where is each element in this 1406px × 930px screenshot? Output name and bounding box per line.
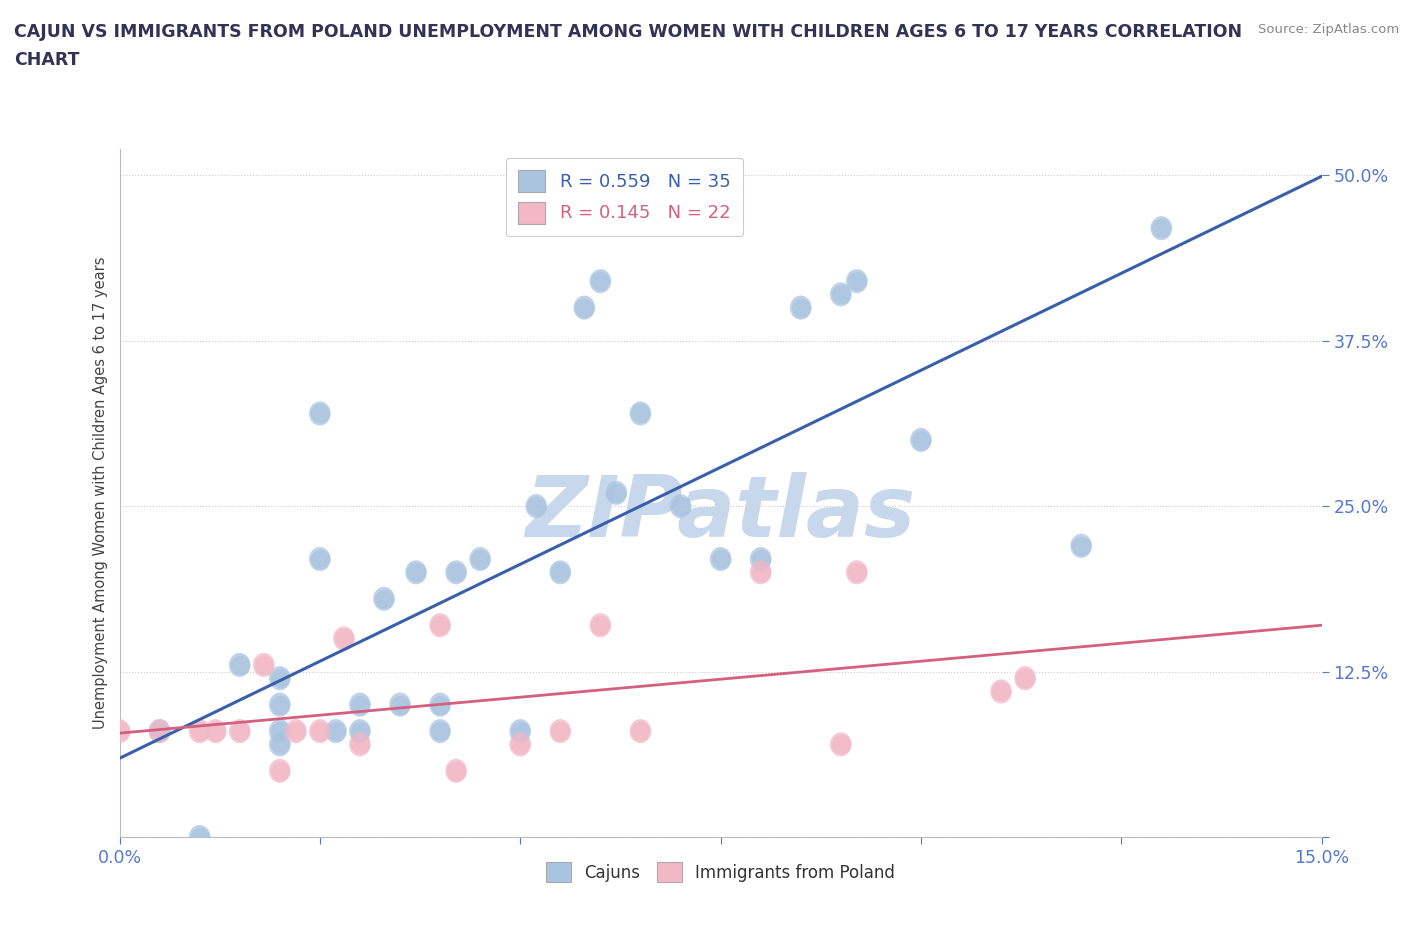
Ellipse shape	[269, 732, 291, 756]
Ellipse shape	[149, 719, 170, 743]
Ellipse shape	[669, 494, 692, 518]
Ellipse shape	[188, 719, 211, 743]
Y-axis label: Unemployment Among Women with Children Ages 6 to 17 years: Unemployment Among Women with Children A…	[93, 257, 108, 729]
Ellipse shape	[606, 481, 627, 505]
Ellipse shape	[325, 719, 347, 743]
Ellipse shape	[550, 560, 571, 584]
Ellipse shape	[205, 719, 226, 743]
Legend: Cajuns, Immigrants from Poland: Cajuns, Immigrants from Poland	[537, 854, 904, 891]
Ellipse shape	[405, 560, 427, 584]
Ellipse shape	[373, 587, 395, 611]
Ellipse shape	[269, 719, 291, 743]
Ellipse shape	[309, 547, 330, 571]
Ellipse shape	[509, 732, 531, 756]
Ellipse shape	[830, 283, 852, 306]
Ellipse shape	[429, 613, 451, 637]
Ellipse shape	[149, 719, 170, 743]
Ellipse shape	[830, 732, 852, 756]
Ellipse shape	[349, 719, 371, 743]
Ellipse shape	[253, 653, 274, 677]
Ellipse shape	[389, 693, 411, 717]
Ellipse shape	[710, 547, 731, 571]
Ellipse shape	[630, 719, 651, 743]
Ellipse shape	[349, 732, 371, 756]
Ellipse shape	[333, 627, 354, 650]
Ellipse shape	[309, 719, 330, 743]
Ellipse shape	[429, 719, 451, 743]
Ellipse shape	[269, 666, 291, 690]
Ellipse shape	[229, 653, 250, 677]
Ellipse shape	[285, 719, 307, 743]
Text: CHART: CHART	[14, 51, 80, 69]
Ellipse shape	[589, 269, 612, 293]
Ellipse shape	[269, 693, 291, 717]
Ellipse shape	[1014, 666, 1036, 690]
Ellipse shape	[446, 560, 467, 584]
Ellipse shape	[574, 296, 595, 320]
Ellipse shape	[429, 693, 451, 717]
Ellipse shape	[790, 296, 811, 320]
Ellipse shape	[1070, 534, 1092, 558]
Ellipse shape	[990, 680, 1012, 703]
Text: CAJUN VS IMMIGRANTS FROM POLAND UNEMPLOYMENT AMONG WOMEN WITH CHILDREN AGES 6 TO: CAJUN VS IMMIGRANTS FROM POLAND UNEMPLOY…	[14, 23, 1241, 41]
Ellipse shape	[188, 825, 211, 849]
Ellipse shape	[108, 719, 131, 743]
Ellipse shape	[309, 402, 330, 426]
Ellipse shape	[269, 759, 291, 783]
Ellipse shape	[550, 719, 571, 743]
Ellipse shape	[349, 693, 371, 717]
Ellipse shape	[846, 560, 868, 584]
Text: Source: ZipAtlas.com: Source: ZipAtlas.com	[1258, 23, 1399, 36]
Ellipse shape	[749, 547, 772, 571]
Ellipse shape	[910, 428, 932, 452]
Ellipse shape	[630, 402, 651, 426]
Ellipse shape	[749, 560, 772, 584]
Ellipse shape	[846, 269, 868, 293]
Ellipse shape	[589, 613, 612, 637]
Ellipse shape	[229, 719, 250, 743]
Ellipse shape	[1150, 216, 1173, 240]
Ellipse shape	[470, 547, 491, 571]
Ellipse shape	[446, 759, 467, 783]
Ellipse shape	[526, 494, 547, 518]
Text: ZIPatlas: ZIPatlas	[526, 472, 915, 555]
Ellipse shape	[509, 719, 531, 743]
